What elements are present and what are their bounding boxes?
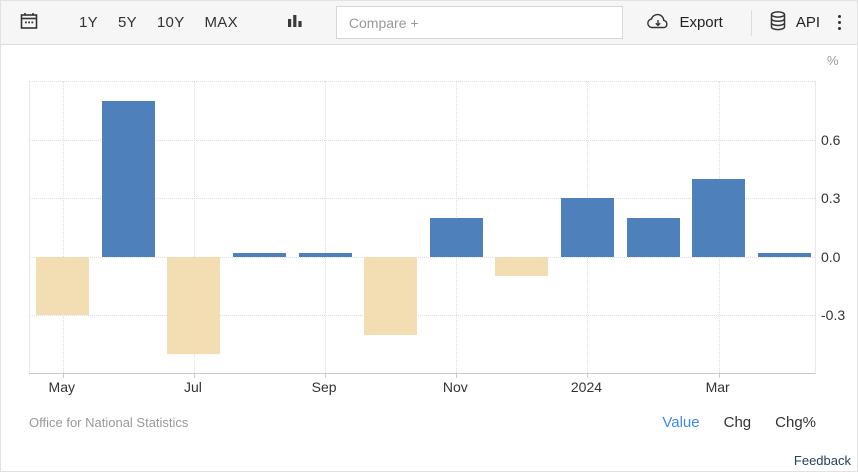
bar-sep[interactable]: [298, 252, 352, 257]
bar-oct[interactable]: [364, 256, 418, 335]
x-axis-tick: [718, 373, 720, 378]
toolbar: 1Y 5Y 10Y MAX: [1, 1, 857, 45]
cloud-download-icon: [645, 11, 671, 35]
y-axis-label: 0.6: [821, 131, 841, 148]
range-button-10y[interactable]: 10Y: [147, 14, 195, 31]
value-mode-switcher: Value Chg Chg%: [662, 414, 816, 431]
toolbar-right-group: Export API: [645, 9, 857, 36]
range-button-max[interactable]: MAX: [195, 14, 248, 31]
export-label: Export: [679, 14, 723, 31]
h-gridline: [30, 315, 815, 317]
y-axis-label: 0.3: [821, 190, 841, 207]
x-axis-label: May: [48, 379, 76, 395]
bar-aug[interactable]: [233, 252, 287, 257]
bar-mar[interactable]: [692, 178, 746, 257]
toolbar-divider: [750, 9, 752, 36]
mode-chg[interactable]: Chg: [723, 414, 752, 431]
api-button[interactable]: API: [768, 10, 820, 36]
x-axis-tick: [587, 373, 589, 378]
bar-jun[interactable]: [101, 100, 155, 257]
h-gridline: [30, 198, 815, 200]
bar-feb[interactable]: [626, 217, 680, 257]
bar-jul[interactable]: [167, 256, 221, 355]
range-buttons: 1Y 5Y 10Y MAX: [69, 14, 248, 31]
bar-chart-icon: [286, 12, 304, 34]
x-axis-label: Sep: [311, 379, 337, 395]
x-axis-tick: [325, 373, 327, 378]
h-gridline: [30, 139, 815, 141]
bar-apr[interactable]: [757, 252, 811, 257]
x-axis-tick: [62, 373, 64, 378]
calendar-button[interactable]: [9, 11, 49, 35]
feedback-link[interactable]: Feedback: [793, 453, 851, 468]
x-axis-tick: [456, 373, 458, 378]
x-axis-tick: [193, 373, 195, 378]
plot-area: [29, 81, 816, 378]
bar-dec[interactable]: [495, 256, 549, 277]
calendar-icon: [19, 11, 39, 35]
chart-type-button[interactable]: [276, 12, 314, 34]
y-axis-label: -0.3: [821, 307, 846, 324]
h-gridline: [30, 256, 815, 258]
mode-value[interactable]: Value: [662, 414, 700, 431]
x-axis-label: 2024: [570, 379, 603, 395]
source-attribution: Office for National Statistics: [29, 415, 189, 430]
more-options-button[interactable]: [826, 9, 857, 36]
y-axis-unit-label: %: [827, 53, 839, 68]
h-gridline: [30, 81, 815, 82]
x-axis-label: Jul: [184, 379, 202, 395]
range-button-1y[interactable]: 1Y: [69, 14, 108, 31]
range-button-5y[interactable]: 5Y: [108, 14, 147, 31]
v-gridline: [325, 81, 327, 373]
api-label: API: [795, 14, 820, 31]
bar-nov[interactable]: [429, 217, 483, 257]
x-axis-label: Mar: [705, 379, 730, 395]
bar-may[interactable]: [36, 256, 90, 316]
x-axis-label: Nov: [442, 379, 468, 395]
export-button[interactable]: Export: [645, 11, 723, 35]
v-gridline: [62, 81, 64, 373]
database-icon: [768, 10, 788, 36]
v-gridline: [193, 81, 195, 373]
kebab-menu-icon: [838, 15, 841, 18]
y-axis-label: 0.0: [821, 248, 841, 265]
mode-chg-pct[interactable]: Chg%: [775, 414, 816, 431]
compare-input[interactable]: [335, 6, 623, 39]
bar-jan[interactable]: [560, 198, 614, 257]
